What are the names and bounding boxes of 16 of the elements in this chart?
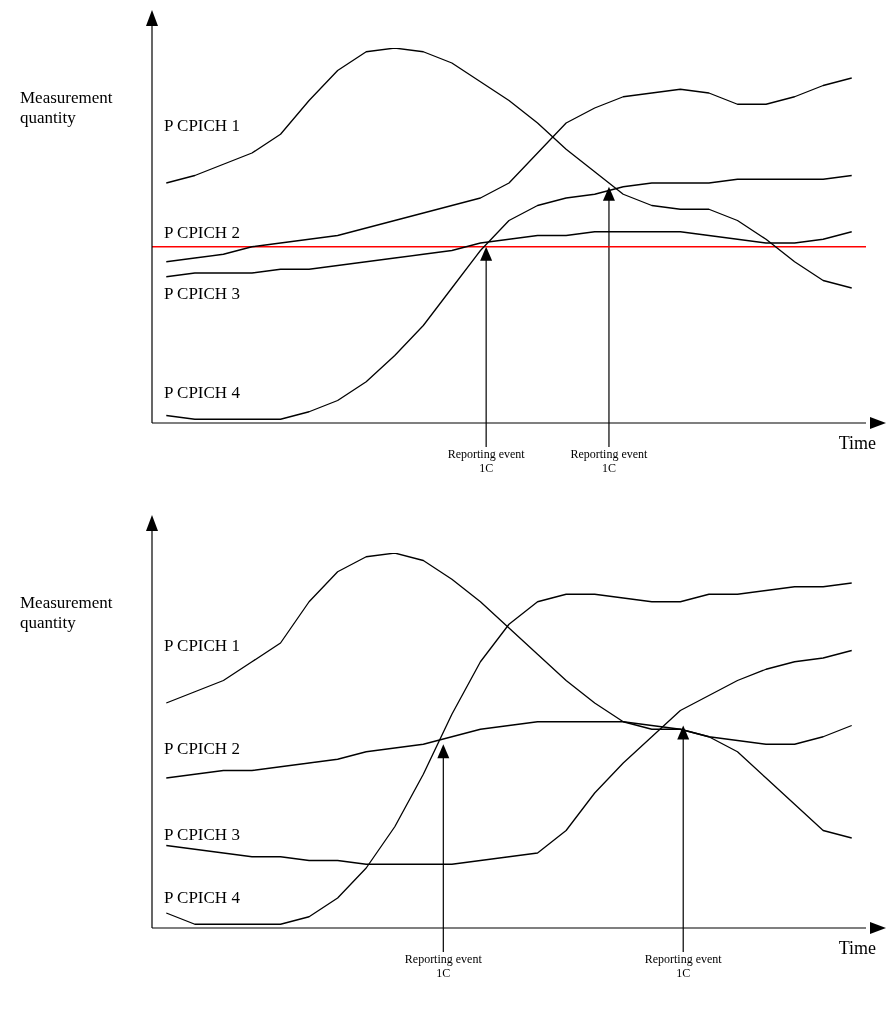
text: Reporting event 1C [446,447,526,475]
text: Reporting event 1C [643,952,723,980]
series-label: P CPICH 1 [164,636,240,656]
text: Reporting event 1C [569,447,649,475]
y-axis-title: Measurement quantity [20,88,114,128]
series-label: P CPICH 4 [164,382,240,403]
series-label: P CPICH 3 [164,824,240,845]
series-label: P CPICH 3 [164,283,240,304]
series-label: P CPICH 2 [164,222,240,243]
y-axis-title: Measurement quantity [20,593,114,633]
series-label: P CPICH 4 [164,888,240,908]
x-axis-title: Time [838,938,876,959]
x-axis-title: Time [838,433,876,454]
text: Reporting event 1C [403,952,483,980]
series-label: P CPICH 2 [164,739,240,759]
series-label: P CPICH 1 [164,116,240,136]
